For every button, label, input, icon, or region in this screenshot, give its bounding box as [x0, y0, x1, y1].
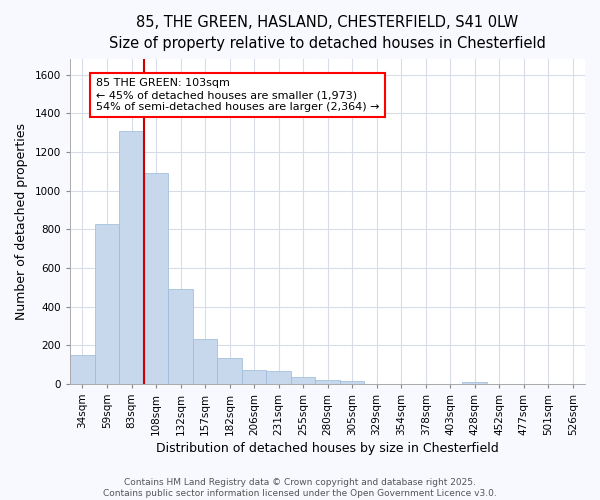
- Bar: [193, 339, 217, 384]
- X-axis label: Distribution of detached houses by size in Chesterfield: Distribution of detached houses by size …: [156, 442, 499, 455]
- Bar: [266, 372, 291, 384]
- Text: 85 THE GREEN: 103sqm
← 45% of detached houses are smaller (1,973)
54% of semi-de: 85 THE GREEN: 103sqm ← 45% of detached h…: [96, 78, 379, 112]
- Bar: [340, 382, 364, 384]
- Bar: [95, 224, 119, 384]
- Bar: [463, 382, 487, 384]
- Bar: [168, 289, 193, 384]
- Bar: [144, 173, 168, 384]
- Bar: [242, 370, 266, 384]
- Title: 85, THE GREEN, HASLAND, CHESTERFIELD, S41 0LW
Size of property relative to detac: 85, THE GREEN, HASLAND, CHESTERFIELD, S4…: [109, 15, 546, 51]
- Text: Contains HM Land Registry data © Crown copyright and database right 2025.
Contai: Contains HM Land Registry data © Crown c…: [103, 478, 497, 498]
- Y-axis label: Number of detached properties: Number of detached properties: [15, 123, 28, 320]
- Bar: [119, 130, 144, 384]
- Bar: [316, 380, 340, 384]
- Bar: [291, 376, 316, 384]
- Bar: [217, 358, 242, 384]
- Bar: [70, 356, 95, 384]
